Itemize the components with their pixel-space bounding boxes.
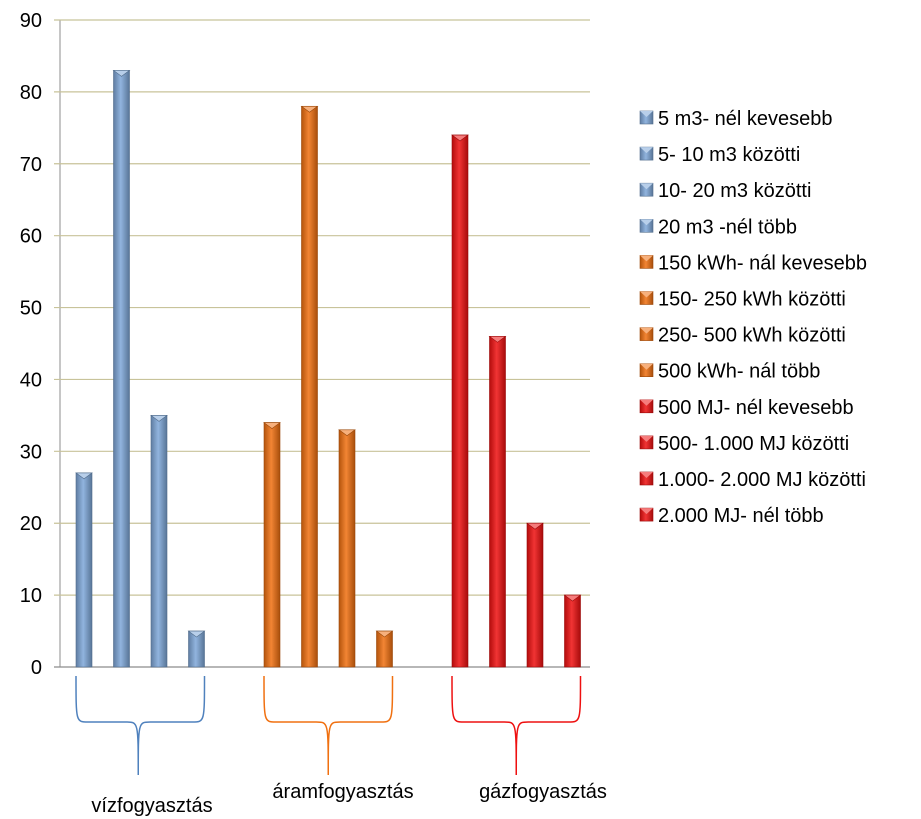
legend-label: 250- 500 kWh közötti	[658, 325, 846, 347]
bars	[75, 70, 582, 668]
bar-cap	[300, 105, 319, 113]
bar-cap	[150, 415, 168, 422]
bar	[564, 594, 581, 668]
legend-label: 10- 20 m3 közötti	[658, 180, 811, 202]
legend-swatch-cap	[640, 472, 653, 478]
legend-item: 1.000- 2.000 MJ közötti	[639, 469, 866, 491]
legend-item: 10- 20 m3 közötti	[639, 180, 811, 202]
y-tick-label: 50	[20, 298, 42, 320]
legend-item: 150- 250 kWh közötti	[639, 289, 846, 311]
bar-cap	[451, 134, 469, 142]
bar	[113, 70, 130, 668]
y-tick-label: 60	[20, 226, 42, 248]
legend-item: 250- 500 kWh közötti	[639, 325, 846, 347]
bar	[301, 105, 318, 668]
legend-swatch-cap	[640, 399, 653, 406]
bar	[338, 429, 356, 668]
legend-label: 500 MJ- nél kevesebb	[658, 397, 854, 419]
y-tick-label: 90	[20, 10, 42, 32]
bar-cap	[187, 630, 206, 638]
legend-swatch-cap	[640, 255, 653, 262]
legend-label: 20 m3 -nél több	[658, 216, 797, 238]
legend-label: 150 kWh- nál kevesebb	[658, 252, 867, 274]
legend-swatch-cap	[640, 435, 653, 442]
bar-cap	[112, 70, 131, 77]
bar-cap	[488, 336, 507, 343]
group-brace	[263, 675, 394, 776]
y-tick-label: 80	[20, 82, 42, 104]
legend-item: 500 MJ- nél kevesebb	[639, 397, 854, 419]
legend: 5 m3- nél kevesebb 5- 10 m3 közötti 10- 20…	[639, 108, 867, 527]
legend-swatch-cap	[640, 327, 653, 334]
legend-swatch-cap	[640, 291, 653, 298]
bar	[263, 422, 281, 668]
gridlines	[54, 19, 590, 668]
bar-cap	[375, 630, 394, 638]
legend-item: 2.000 MJ- nél több	[639, 505, 824, 527]
y-tick-label: 10	[20, 585, 42, 607]
legend-item: 20 m3 -nél több	[639, 216, 797, 238]
bar-cap	[526, 522, 544, 530]
legend-label: 500 kWh- nál több	[658, 361, 820, 383]
y-tick-label: 70	[20, 154, 42, 176]
legend-item: 5 m3- nél kevesebb	[639, 108, 833, 130]
legend-swatch-cap	[640, 111, 653, 117]
bar	[150, 415, 168, 668]
legend-label: 500- 1.000 MJ közötti	[658, 433, 849, 455]
group-label: áramfogyasztás	[272, 781, 413, 803]
legend-label: 5 m3- nél kevesebb	[658, 108, 833, 130]
group-label: vízfogyasztás	[91, 795, 212, 817]
bar	[489, 336, 506, 668]
bar	[451, 134, 469, 668]
bar-cap	[338, 429, 356, 437]
legend-label: 2.000 MJ- nél több	[658, 505, 824, 527]
y-tick-label: 0	[31, 657, 42, 679]
y-tick-label: 20	[20, 513, 42, 535]
group-brace	[75, 675, 206, 776]
legend-swatch-cap	[640, 147, 653, 154]
legend-item: 500 kWh- nál több	[639, 361, 820, 383]
y-tick-label: 40	[20, 369, 42, 391]
group-label: gázfogyasztás	[479, 781, 607, 803]
legend-label: 1.000- 2.000 MJ közötti	[658, 469, 866, 491]
bar-cap	[563, 594, 582, 602]
group-brace	[451, 675, 582, 776]
legend-swatch-cap	[640, 219, 653, 226]
legend-item: 5- 10 m3 közötti	[639, 144, 800, 166]
legend-swatch-cap	[640, 508, 653, 515]
bar-cap	[75, 472, 93, 480]
group-braces	[75, 675, 582, 776]
y-tick-label: 30	[20, 441, 42, 463]
bar-cap	[263, 422, 281, 429]
legend-label: 5- 10 m3 közötti	[658, 144, 800, 166]
group-labels: vízfogyasztás áramfogyasztás gázfogyasztás	[91, 781, 607, 817]
legend-swatch-cap	[640, 363, 653, 370]
bar	[526, 522, 544, 668]
legend-swatch-cap	[640, 183, 653, 190]
legend-label: 150- 250 kWh közötti	[658, 289, 846, 311]
bar	[75, 472, 93, 668]
legend-item: 150 kWh- nál kevesebb	[639, 252, 867, 274]
legend-item: 500- 1.000 MJ közötti	[639, 433, 849, 455]
y-axis-ticks: 0 10 20 30 40 50 60 70 80 90	[20, 10, 42, 679]
